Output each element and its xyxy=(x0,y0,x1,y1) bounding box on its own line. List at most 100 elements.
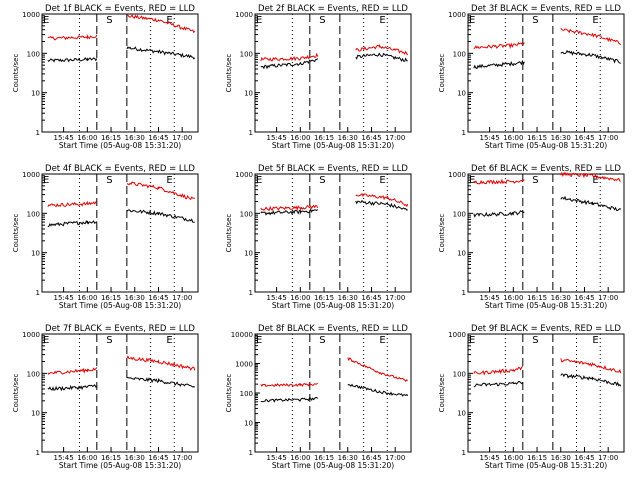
det-6-xtick-label: 16:30 xyxy=(551,294,571,302)
det-9-title: Det 9f BLACK = Events, RED = LLD xyxy=(471,324,621,334)
det-8-title: Det 8f BLACK = Events, RED = LLD xyxy=(258,324,408,334)
det-5-frame xyxy=(254,173,412,293)
det-7-xtick-label: 16:45 xyxy=(148,454,168,462)
det-9-events-line-1 xyxy=(560,373,622,387)
det-8-ylabel: Counts/sec xyxy=(225,374,233,413)
det-7-xlabel: Start Time (05-Aug-08 15:31:20) xyxy=(59,461,181,470)
det-6-ytick-label: 1 xyxy=(462,289,466,297)
det-2-marker-0: E xyxy=(256,15,262,26)
det-8-events-line-1 xyxy=(347,383,409,397)
det-4-ytick-label: 1000 xyxy=(22,171,40,179)
det-9-lld-line-1 xyxy=(560,358,622,374)
det-7-ytick-label: 1 xyxy=(36,449,40,457)
det-5-xtick-label: 15:45 xyxy=(267,294,287,302)
det-8-xtick-label: 15:45 xyxy=(267,454,287,462)
det-2-frame xyxy=(254,13,412,133)
det-3-ylabel: Counts/sec xyxy=(438,54,446,93)
det-5-events-line-0 xyxy=(260,207,319,216)
det-5-xtick-label: 16:15 xyxy=(314,294,334,302)
det-9-xtick-label: 15:45 xyxy=(480,454,500,462)
det-2-marker-2: E xyxy=(379,15,385,26)
det-4-lld-line-1 xyxy=(126,181,195,201)
det-2-marker-1: S xyxy=(319,15,325,26)
det-1-panel: Det 1f BLACK = Events, RED = LLD 1 10 100 10… xyxy=(12,4,199,150)
det-4-xtick-label: 16:30 xyxy=(125,294,145,302)
det-3-xtick-label: 16:45 xyxy=(574,134,594,142)
det-7-ytick-label: 1000 xyxy=(22,331,40,339)
det-7-events-line-1 xyxy=(126,376,196,388)
det-3-xtick-label: 16:30 xyxy=(551,134,571,142)
det-1-lld-line-0 xyxy=(47,34,98,41)
det-3-marker-0: E xyxy=(469,15,475,26)
det-4-ytick-label: 1 xyxy=(36,289,40,297)
det-1-ytick-label: 100 xyxy=(27,50,40,58)
det-6-ytick-label: 100 xyxy=(453,210,466,218)
det-5-marker-0: E xyxy=(256,175,262,186)
det-3-xtick-label: 16:15 xyxy=(527,134,547,142)
det-8-xtick-label: 16:15 xyxy=(314,454,334,462)
det-4-xtick-label: 15:45 xyxy=(54,294,74,302)
det-4-lld-line-0 xyxy=(47,200,98,208)
det-3-marker-1: S xyxy=(532,15,538,26)
det-9-ytick-label: 1000 xyxy=(448,331,466,339)
det-8-ytick-label: 10000 xyxy=(231,331,253,339)
det-3-frame xyxy=(467,13,625,133)
det-6-lld-line-0 xyxy=(473,178,525,185)
det-4-marker-0: E xyxy=(43,175,49,186)
det-8-xtick-label: 17:00 xyxy=(385,454,405,462)
det-5-panel: Det 5f BLACK = Events, RED = LLD 1 10 100 10… xyxy=(225,164,412,310)
det-5-ytick-label: 1 xyxy=(249,289,253,297)
det-7-lld-line-1 xyxy=(126,355,196,371)
det-4-ylabel: Counts/sec xyxy=(12,214,20,253)
det-3-marker-2: E xyxy=(592,15,598,26)
det-3-lld-line-0 xyxy=(473,42,525,50)
det-1-frame xyxy=(41,13,199,133)
det-6-marker-2: E xyxy=(592,175,598,186)
det-2-panel: Det 2f BLACK = Events, RED = LLD 1 10 100 10… xyxy=(225,4,412,150)
det-1-xtick-label: 16:30 xyxy=(125,134,145,142)
det-6-panel: Det 6f BLACK = Events, RED = LLD 1 10 100 10… xyxy=(438,164,625,310)
det-8-xlabel: Start Time (05-Aug-08 15:31:20) xyxy=(272,461,394,470)
det-4-xtick-label: 17:00 xyxy=(172,294,192,302)
det-8-xtick-label: 16:00 xyxy=(290,454,310,462)
det-4-ytick-label: 10 xyxy=(31,250,40,258)
det-1-events-line-0 xyxy=(47,56,98,63)
det-1-xtick-label: 15:45 xyxy=(54,134,74,142)
det-1-xtick-label: 16:00 xyxy=(77,134,97,142)
det-2-lld-line-0 xyxy=(260,52,319,62)
det-5-xtick-label: 16:00 xyxy=(290,294,310,302)
det-5-marker-1: S xyxy=(319,175,325,186)
det-9-xtick-label: 16:30 xyxy=(551,454,571,462)
det-3-title: Det 3f BLACK = Events, RED = LLD xyxy=(471,4,621,14)
det-2-lld-line-1 xyxy=(355,44,409,56)
det-5-ytick-label: 100 xyxy=(240,210,253,218)
det-9-panel: Det 9f BLACK = Events, RED = LLD 1 10 100 10… xyxy=(438,324,625,470)
det-5-lld-line-0 xyxy=(260,204,319,212)
det-8-marker-2: E xyxy=(379,335,385,346)
det-3-lld-line-1 xyxy=(560,27,622,46)
det-7-ytick-label: 100 xyxy=(27,370,40,378)
det-4-xlabel: Start Time (05-Aug-08 15:31:20) xyxy=(59,301,181,310)
det-7-xtick-label: 16:00 xyxy=(77,454,97,462)
det-9-events-line-0 xyxy=(473,380,524,388)
det-4-ytick-label: 100 xyxy=(27,210,40,218)
det-6-xtick-label: 16:45 xyxy=(574,294,594,302)
det-2-xtick-label: 16:45 xyxy=(361,134,381,142)
det-8-panel: Det 8f BLACK = Events, RED = LLD 1 10 100 10… xyxy=(225,324,412,470)
det-9-ytick-label: 1 xyxy=(462,449,466,457)
det-8-ytick-label: 100 xyxy=(240,390,253,398)
det-2-ytick-label: 1 xyxy=(249,129,253,137)
det-5-marker-2: E xyxy=(379,175,385,186)
det-9-lld-line-0 xyxy=(473,366,523,376)
det-7-marker-1: S xyxy=(106,335,112,346)
det-6-title: Det 6f BLACK = Events, RED = LLD xyxy=(471,164,621,174)
det-6-events-line-1 xyxy=(560,195,622,212)
det-2-xtick-label: 16:00 xyxy=(290,134,310,142)
det-2-title: Det 2f BLACK = Events, RED = LLD xyxy=(258,4,408,14)
det-7-ytick-label: 10 xyxy=(31,410,40,418)
det-3-events-line-1 xyxy=(560,49,621,64)
det-3-ytick-label: 10 xyxy=(457,90,466,98)
det-5-ytick-label: 1000 xyxy=(235,171,253,179)
det-4-events-line-1 xyxy=(126,209,195,223)
det-2-ytick-label: 100 xyxy=(240,50,253,58)
